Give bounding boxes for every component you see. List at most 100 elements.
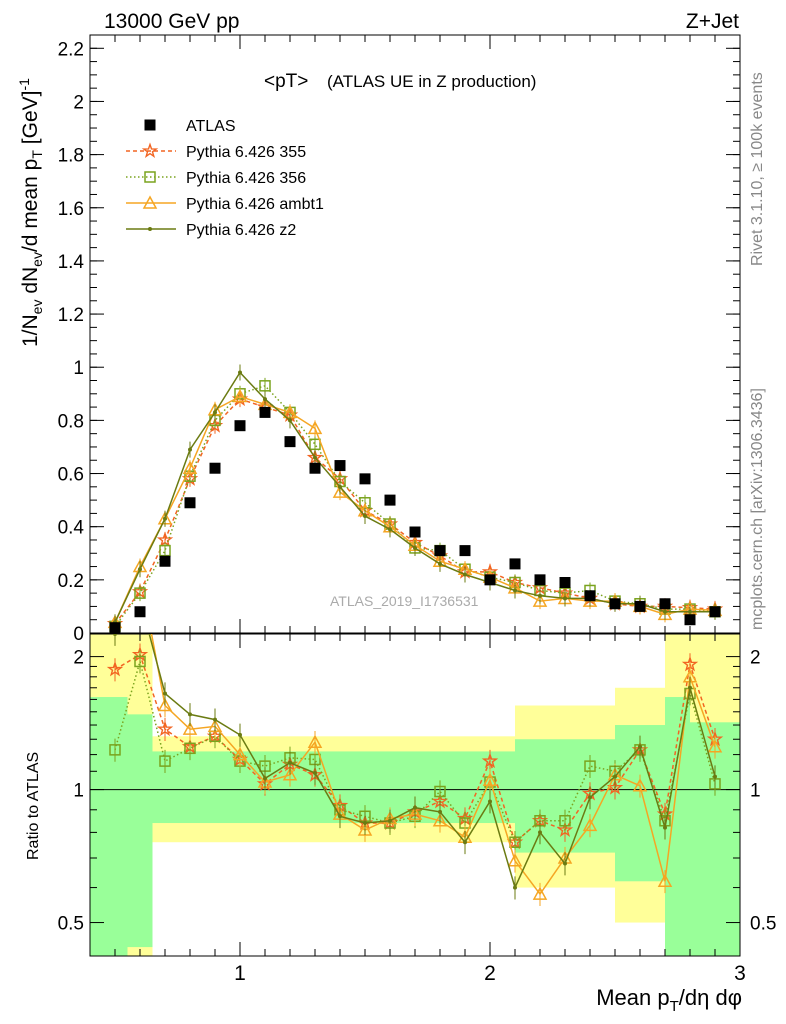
y-tick-label: 1.6 — [58, 199, 84, 220]
ratio-point — [157, 697, 173, 712]
ratio-y-tick-label-right: 1 — [750, 781, 761, 802]
series-point — [438, 561, 442, 566]
band-inner-segment — [90, 697, 128, 956]
header-process: Z+Jet — [686, 10, 739, 33]
series-point — [159, 544, 171, 557]
ratio-point — [434, 785, 446, 798]
ratio-point — [663, 825, 667, 830]
ratio-point — [263, 776, 267, 781]
legend-label: Pythia 6.426 z2 — [186, 222, 296, 239]
band-inner-segment — [665, 697, 690, 956]
data-point — [259, 406, 271, 418]
ratio-point — [156, 720, 174, 737]
series-point — [288, 418, 292, 423]
series-point — [182, 460, 198, 474]
y-axis-label: 1/Nev dNev/d mean pT [GeV]-1 — [16, 78, 45, 347]
ratio-point — [582, 817, 598, 832]
data-point — [359, 473, 371, 485]
y-tick-label: 1.2 — [58, 305, 84, 326]
ratio-point — [109, 744, 121, 756]
series-line — [114, 395, 716, 623]
ratio-point — [559, 815, 571, 827]
data-point — [709, 606, 721, 618]
legend-marker — [142, 195, 158, 209]
x-tick-label: 2 — [484, 962, 496, 985]
ratio-point — [432, 813, 448, 827]
y-tick-label: 1 — [73, 358, 84, 379]
ratio-point — [707, 739, 723, 753]
ratio-point — [588, 795, 592, 800]
ratio-point — [438, 809, 442, 814]
series-point — [538, 593, 542, 598]
plot-title: <pT> (ATLAS UE in Z production) — [264, 71, 536, 92]
x-axis-label: Mean pT/dη dφ — [596, 985, 742, 1015]
data-point — [384, 494, 396, 506]
ratio-point — [513, 885, 517, 890]
x-tick-label: 3 — [734, 962, 746, 985]
y-tick-label: 2 — [73, 92, 84, 113]
data-point — [509, 558, 521, 570]
title-observable: <pT> — [264, 71, 308, 92]
ratio-point — [232, 747, 248, 761]
band-inner-segment — [127, 714, 153, 948]
x-tick-label: 1 — [234, 962, 246, 985]
legend-entry-square: Pythia 6.426 356 — [126, 170, 306, 187]
data-point — [534, 574, 546, 586]
legend-entry-dot: Pythia 6.426 z2 — [126, 222, 296, 239]
y-tick-label: 0.6 — [58, 465, 84, 486]
y-tick-label: 0 — [73, 624, 84, 645]
ratio-point — [182, 721, 198, 735]
data-point — [284, 436, 296, 448]
ratio-point — [657, 873, 673, 888]
data-point — [459, 545, 471, 557]
series-point — [307, 420, 323, 435]
series-point — [188, 447, 192, 452]
data-point — [609, 598, 621, 610]
ratio-point — [188, 712, 192, 717]
legend-label: Pythia 6.426 355 — [186, 144, 306, 161]
ratio-point — [307, 734, 323, 748]
data-point — [134, 606, 146, 618]
series-point — [338, 484, 342, 489]
legend-entry-triangle: Pythia 6.426 ambt1 — [126, 195, 324, 213]
ratio-point — [313, 771, 317, 776]
ratio-point — [363, 821, 367, 826]
series-point — [259, 380, 271, 392]
y-tick-label: 1.8 — [58, 146, 84, 167]
series-point — [532, 593, 548, 607]
y-tick-label: 0.8 — [58, 411, 84, 432]
series-point — [563, 596, 567, 601]
ratio-point — [213, 717, 217, 722]
ratio-point — [482, 772, 498, 786]
ratio-point — [388, 818, 392, 823]
y-tick-label: 1.4 — [58, 252, 85, 273]
band-inner-segment — [690, 722, 740, 956]
legend-entry-atlas: ATLAS — [144, 118, 236, 135]
ratio-point — [638, 744, 642, 749]
y-tick-label: 0.2 — [58, 571, 84, 592]
data-point — [584, 590, 596, 602]
ratio-point — [488, 799, 492, 804]
ratio-point — [338, 814, 342, 819]
series-point — [163, 516, 167, 521]
series-point — [309, 438, 321, 451]
series-point — [263, 397, 267, 402]
ratio-point — [184, 742, 196, 755]
ratio-point — [532, 886, 548, 900]
series-point — [134, 587, 146, 599]
ratio-point — [463, 840, 467, 845]
ratio-y-tick-label: 2 — [73, 648, 84, 669]
ratio-point — [113, 634, 117, 636]
data-point — [159, 555, 171, 567]
series-point — [513, 588, 517, 593]
ratio-point — [481, 752, 499, 769]
main-plot-series — [106, 364, 724, 633]
series-line — [114, 371, 715, 623]
ratio-y-tick-label-right: 0.5 — [750, 914, 776, 935]
legend: ATLAS Pythia 6.426 355 Pythia 6.426 356 Pyt… — [126, 118, 324, 239]
series-point — [332, 484, 348, 498]
ratio-series-dot — [113, 634, 717, 900]
data-point — [109, 622, 121, 633]
analysis-id-label: ATLAS_2019_I1736531 — [330, 593, 479, 609]
series-point — [413, 545, 417, 550]
